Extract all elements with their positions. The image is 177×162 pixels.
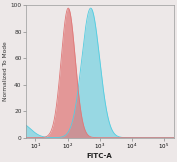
Y-axis label: Normalized To Mode: Normalized To Mode	[4, 42, 8, 101]
X-axis label: FITC-A: FITC-A	[87, 153, 113, 159]
